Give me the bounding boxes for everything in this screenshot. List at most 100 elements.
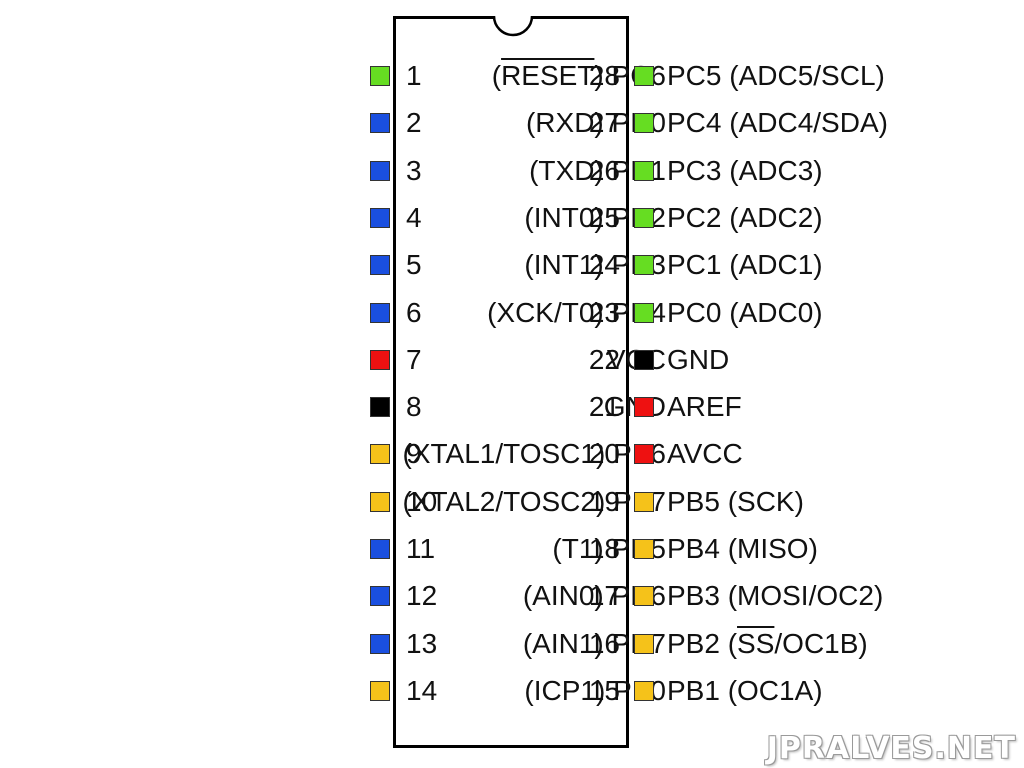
pin-label-function: (SCK)	[727, 485, 804, 517]
pin-23-label: PC0 (ADC0)	[667, 293, 823, 333]
pin-14-number: 14	[406, 674, 438, 706]
pin-3-number: 3	[406, 154, 422, 186]
pin-20-number: 20	[588, 438, 620, 470]
pin-label-prefix: (INT0)	[524, 201, 604, 233]
chip-notch	[492, 16, 534, 37]
pin-4-number: 4	[406, 201, 422, 233]
pin-label-prefix: (RXD)	[525, 107, 604, 139]
pin-11-square	[370, 539, 390, 559]
pin-6-number: 6	[406, 296, 422, 328]
pin-19-square	[634, 491, 654, 512]
pin-2-number: 2	[406, 107, 422, 139]
pin-17-number: 17	[588, 580, 620, 612]
pin-label-prefix: (TXD)	[529, 154, 604, 186]
pin-21-square	[634, 397, 654, 418]
pin-19-label: PB5 (SCK)	[667, 482, 804, 522]
pin-label-port: PC2	[667, 201, 730, 233]
pin-15-label: PB1 (OC1A)	[667, 671, 823, 711]
pin-label-port: PC0	[667, 296, 730, 328]
pin-label-port: PB4	[667, 533, 728, 564]
pin-label-port: PB5	[667, 485, 728, 517]
pin-23-number: 23	[588, 296, 620, 328]
pin-17-square	[634, 586, 654, 607]
pin-label-port: PC5	[667, 60, 730, 91]
pin-17-label: PB3 (MOSI/OC2)	[667, 576, 883, 616]
pin-20-square	[634, 444, 654, 465]
pin-9-label: (XTAL1/TOSC1) PB6	[403, 434, 667, 474]
chip-body	[393, 16, 629, 748]
pin-label-function-tail: /OC1B)	[774, 627, 868, 659]
pin-label-mid: )	[594, 60, 604, 91]
pin-8-number: 8	[406, 391, 422, 423]
pin-16-label: PB2 (SS/OC1B)	[667, 624, 868, 664]
pin-18-square	[634, 539, 654, 559]
pin-18-number: 18	[588, 533, 620, 564]
pin-6-label: (XCK/T0) PD4	[487, 293, 666, 333]
pin-label-port: GND	[667, 343, 730, 375]
pin-label-function: (ADC1)	[729, 249, 823, 281]
pin-24-number: 24	[588, 249, 620, 281]
pin-28-label: PC5 (ADC5/SCL)	[667, 56, 885, 96]
pin-label-function: (MISO)	[727, 533, 818, 564]
pin-4-square	[370, 207, 390, 228]
pin-label-port: AREF	[667, 391, 742, 423]
pin-14-square	[370, 680, 390, 701]
pin-27-label: PC4 (ADC4/SDA)	[667, 103, 888, 143]
pin-25-square	[634, 207, 654, 228]
pin-label-prefix: (ICP1)	[524, 674, 606, 706]
pin-label-port: PB1	[667, 674, 728, 706]
pin-label-function: (ADC2)	[729, 201, 823, 233]
pin-15-square	[634, 680, 654, 701]
pin-8-square	[370, 397, 390, 418]
pin-24-label: PC1 (ADC1)	[667, 245, 823, 285]
pin-label-port: PB3	[667, 580, 728, 612]
pin-15-number: 15	[588, 674, 620, 706]
pin-label-prefix: (AIN0)	[522, 580, 604, 612]
pin-label-port: AVCC	[667, 438, 743, 470]
pin-label-port: PC4	[667, 107, 730, 139]
pin-21-number: 21	[588, 391, 620, 423]
pin-7-square	[370, 349, 390, 370]
pin-label-port: PC1	[667, 249, 730, 281]
pin-27-square	[634, 113, 654, 134]
pin-label-function: (MOSI/OC2)	[727, 580, 884, 612]
pin-label-function: (	[727, 627, 738, 659]
pin-28-square	[634, 66, 654, 86]
pin-label-prefix: (XTAL2/TOSC2)	[402, 485, 606, 517]
pin-22-number: 22	[588, 343, 620, 375]
pin-20-label: AVCC	[667, 434, 743, 474]
pin-16-number: 16	[588, 627, 620, 659]
pin-9-square	[370, 444, 390, 465]
pin-28-number: 28	[588, 60, 620, 91]
pin-21-label: AREF	[667, 387, 742, 427]
pin-25-number: 25	[588, 201, 620, 233]
pin-label-prefix: (XCK/T0)	[487, 296, 604, 328]
pin-label-function: (ADC4/SDA)	[729, 107, 888, 139]
pin-13-number: 13	[406, 627, 438, 659]
pin-1-number: 1	[406, 60, 422, 91]
pin-label-prefix: (INT1)	[524, 249, 604, 281]
pin-9-number: 9	[406, 438, 422, 470]
pin-23-square	[634, 302, 654, 323]
pin-16-square	[634, 633, 654, 654]
pin-label-function: (ADC0)	[729, 296, 823, 328]
pin-12-square	[370, 586, 390, 607]
pin-11-number: 11	[406, 533, 436, 564]
pin-6-square	[370, 302, 390, 323]
pin-5-square	[370, 255, 390, 276]
pin-22-square	[634, 349, 654, 370]
pin-label-port: PC3	[667, 154, 730, 186]
pin-label-prefix: (T1)	[552, 533, 604, 564]
watermark: JPRALVES.NET	[766, 731, 1016, 766]
pin-3-square	[370, 160, 390, 181]
pin-10-square	[370, 491, 390, 512]
pin-22-label: GND	[667, 340, 729, 380]
pin-26-label: PC3 (ADC3)	[667, 151, 823, 191]
pin-label-overline: SS	[737, 627, 775, 659]
pin-label-port: PB2	[667, 627, 728, 659]
pin-2-square	[370, 113, 390, 134]
pin-10-label: (XTAL2/TOSC2) PB7	[403, 482, 667, 522]
pin-10-number: 10	[406, 485, 438, 517]
pin-label-function: (OC1A)	[727, 674, 823, 706]
